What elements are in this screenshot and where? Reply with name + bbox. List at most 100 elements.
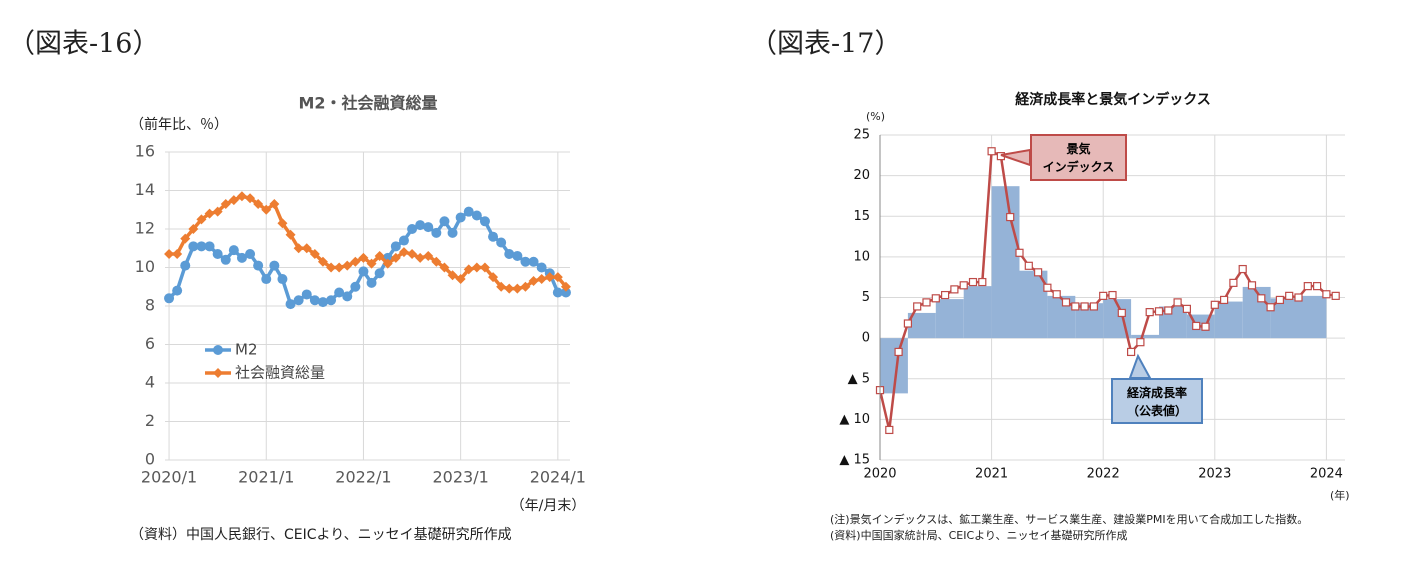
- x-tick-label: 2023: [1198, 467, 1231, 482]
- point: [471, 210, 482, 221]
- bar: [1298, 295, 1327, 339]
- y-tick-label: ▲ 15: [839, 453, 870, 468]
- point: [1173, 298, 1182, 307]
- point: [1210, 300, 1219, 309]
- x-axis-label: (年): [1330, 488, 1350, 502]
- point: [188, 224, 199, 234]
- legend-marker: [213, 345, 223, 355]
- y-tick-label: 4: [145, 373, 155, 392]
- x-tick-label: 2022: [1087, 467, 1120, 482]
- point: [277, 218, 288, 229]
- bar: [1242, 286, 1271, 339]
- point: [968, 277, 978, 287]
- point: [374, 250, 385, 261]
- point: [1145, 308, 1154, 317]
- point: [544, 272, 555, 283]
- y-tick-label: 14: [135, 180, 155, 199]
- point: [285, 299, 296, 310]
- point: [1247, 281, 1257, 290]
- point: [931, 294, 940, 303]
- point: [1182, 304, 1192, 313]
- point: [334, 287, 345, 298]
- point: [504, 283, 515, 294]
- point: [903, 319, 913, 328]
- bar: [991, 186, 1020, 339]
- point: [358, 252, 369, 263]
- point: [398, 247, 409, 258]
- point: [1238, 264, 1247, 274]
- point: [245, 193, 256, 204]
- point: [228, 245, 239, 256]
- point: [164, 249, 175, 260]
- y-axis-label: (%): [866, 110, 885, 123]
- point: [1099, 291, 1108, 300]
- point: [277, 274, 288, 285]
- y-tick-label: ▲ 5: [848, 371, 870, 386]
- point: [1219, 295, 1229, 305]
- point: [1015, 248, 1024, 257]
- point: [1331, 291, 1340, 300]
- point: [180, 260, 191, 271]
- y-tick-label: 10: [135, 257, 155, 276]
- y-axis-label: （前年比、％）: [130, 116, 228, 133]
- point: [164, 293, 175, 304]
- point: [1294, 293, 1303, 302]
- point: [488, 231, 499, 242]
- point: [536, 274, 547, 285]
- point: [204, 241, 215, 252]
- point: [512, 283, 523, 294]
- point: [528, 275, 539, 286]
- point: [439, 216, 450, 227]
- point: [560, 287, 571, 298]
- y-tick-label: 0: [145, 450, 155, 469]
- point: [488, 272, 499, 283]
- point: [220, 254, 231, 265]
- point: [317, 256, 328, 267]
- point: [180, 233, 191, 244]
- point: [1108, 290, 1117, 300]
- point: [1136, 338, 1145, 347]
- point: [1164, 306, 1173, 315]
- point: [220, 198, 231, 209]
- point: [374, 268, 385, 279]
- point: [447, 227, 458, 238]
- y-tick-label: 12: [135, 219, 155, 238]
- chart-title: 経済成長率と景気インデックス: [1015, 91, 1211, 108]
- figure-label: （図表-16）: [8, 29, 159, 60]
- x-tick-label: 2020: [863, 467, 896, 482]
- y-tick-label: 20: [853, 168, 870, 183]
- legend-marker: [213, 368, 223, 378]
- point: [398, 235, 409, 246]
- y-tick-label: 25: [853, 128, 870, 143]
- point: [245, 249, 256, 260]
- x-tick-label: 2020/1: [141, 468, 197, 487]
- point: [366, 277, 377, 288]
- point: [196, 241, 207, 252]
- point: [423, 222, 434, 233]
- point: [1303, 282, 1312, 291]
- point: [431, 256, 442, 267]
- note: （資料）中国人民銀行、CEICより、ニッセイ基礎研究所作成: [130, 526, 512, 543]
- point: [1201, 322, 1210, 331]
- x-tick-label: 2022/1: [335, 468, 391, 487]
- point: [236, 252, 247, 263]
- point: [950, 285, 959, 294]
- point: [172, 285, 183, 296]
- point: [463, 264, 474, 275]
- point: [1024, 261, 1033, 270]
- point: [885, 425, 894, 435]
- point: [390, 241, 401, 252]
- point: [261, 204, 272, 215]
- point: [528, 256, 539, 267]
- point: [1061, 298, 1071, 307]
- point: [350, 281, 361, 292]
- point: [407, 224, 418, 234]
- bar: [1131, 334, 1159, 339]
- point: [1266, 303, 1275, 312]
- callout-pointer: [1000, 148, 1031, 167]
- point: [552, 287, 563, 298]
- legend-callout: 景気 インデックス: [1030, 134, 1127, 181]
- bar: [1214, 301, 1243, 339]
- point: [317, 297, 328, 308]
